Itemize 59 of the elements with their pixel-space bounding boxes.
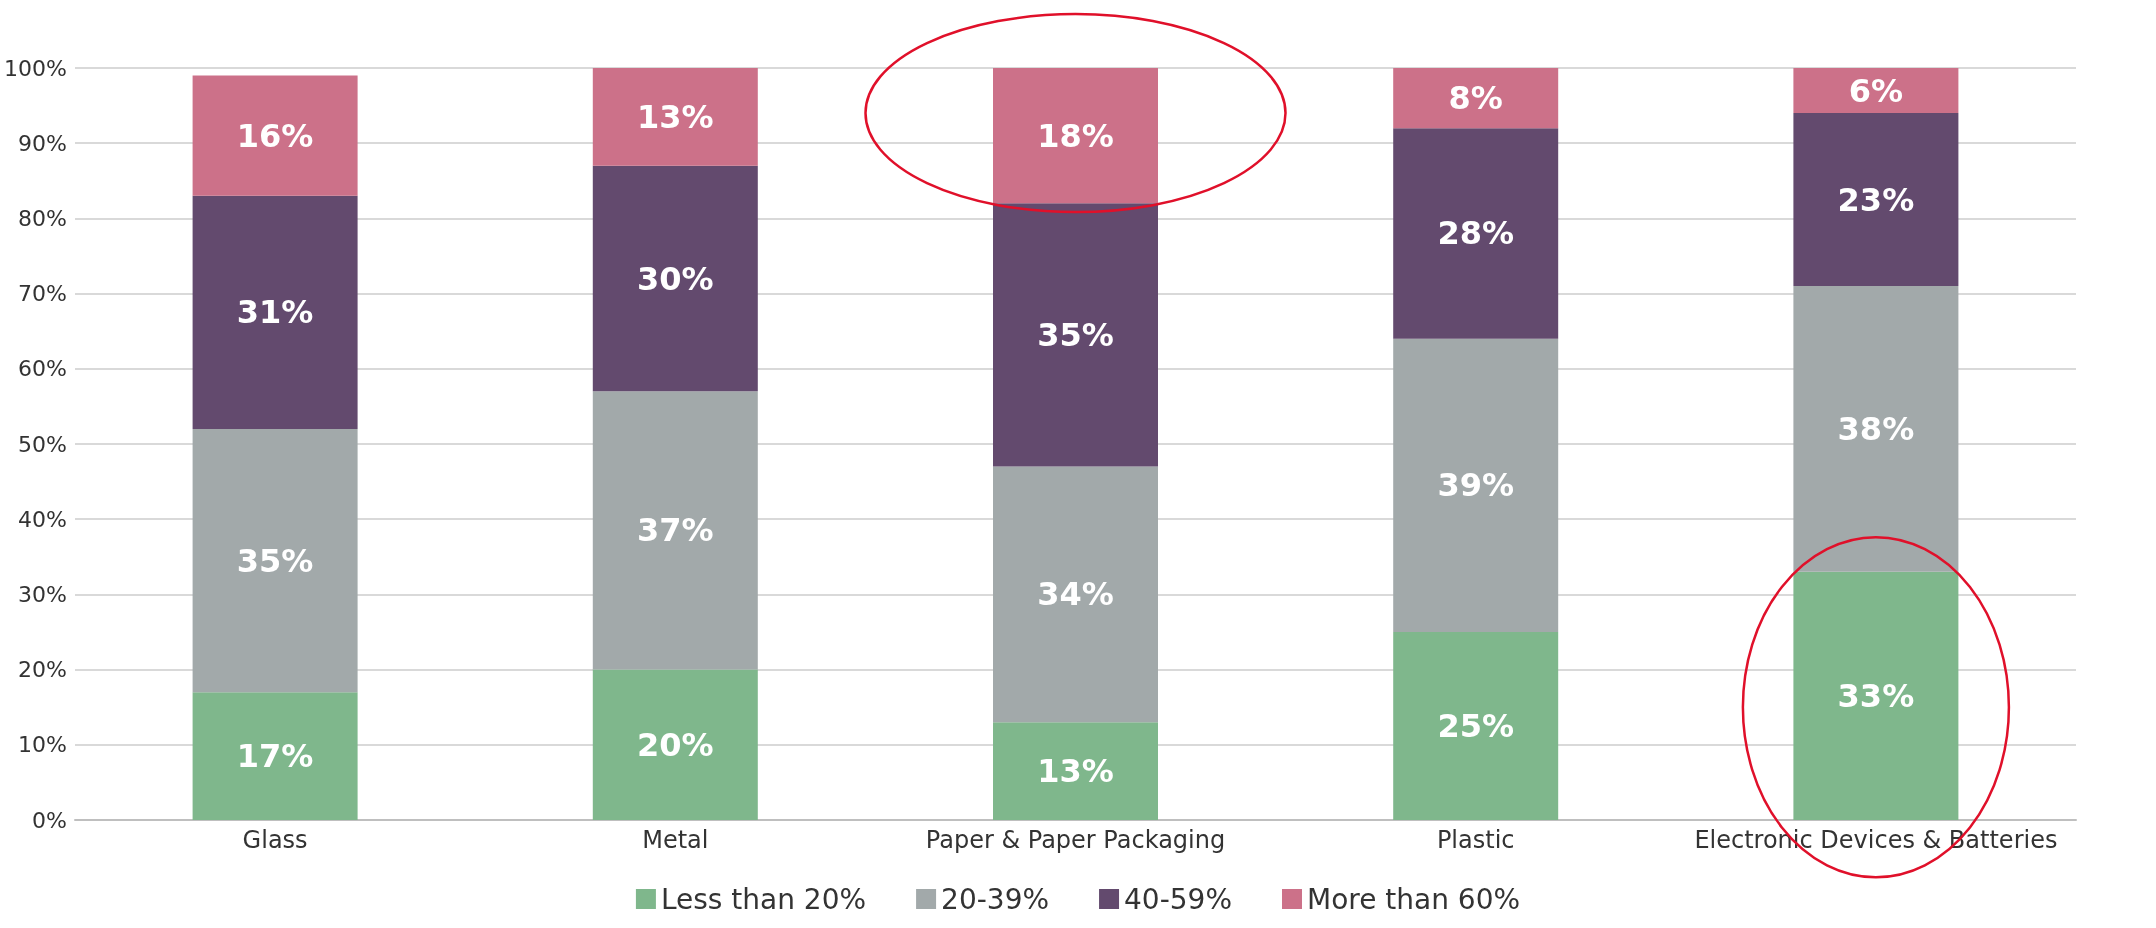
bar	[1393, 128, 1559, 339]
bar	[993, 203, 1158, 467]
x-tick-label: Glass	[242, 826, 308, 854]
y-tick-label: 90%	[18, 130, 67, 156]
bar	[592, 165, 758, 392]
data-label: 18%	[1037, 116, 1114, 155]
y-tick-label: 70%	[18, 281, 67, 307]
y-tick-label: 0%	[32, 807, 67, 833]
bar	[1793, 286, 1959, 572]
data-label: 17%	[236, 737, 314, 776]
bar	[1793, 113, 1959, 287]
bar	[993, 68, 1158, 204]
bar	[192, 428, 358, 693]
y-tick-label: 100%	[4, 55, 67, 81]
y-tick-label: 20%	[18, 657, 67, 683]
data-label: 16%	[236, 116, 314, 155]
data-label: 30%	[637, 259, 714, 298]
bar	[1393, 338, 1559, 632]
data-label: 31%	[236, 293, 314, 332]
data-label: 37%	[637, 511, 714, 550]
bar	[1393, 632, 1559, 820]
y-tick-label: 80%	[18, 205, 67, 231]
data-label: 13%	[637, 97, 714, 136]
x-tick-label: Metal	[642, 826, 709, 854]
bar	[192, 75, 358, 196]
y-tick-label: 30%	[18, 581, 67, 607]
data-label: 35%	[1037, 315, 1114, 354]
y-tick-label: 10%	[18, 732, 67, 758]
bar	[592, 391, 758, 670]
data-label: 13%	[1037, 752, 1114, 791]
bar	[592, 669, 758, 820]
legend-label: More than 60%	[1307, 882, 1521, 916]
bar	[993, 722, 1158, 820]
y-tick-label: 50%	[18, 431, 67, 457]
legend-label: 20-39%	[941, 882, 1050, 916]
y-tick-label: 40%	[18, 506, 67, 532]
y-tick-label: 60%	[18, 356, 67, 382]
bar	[993, 466, 1158, 723]
data-label: 8%	[1448, 79, 1503, 118]
data-label: 28%	[1437, 214, 1514, 253]
x-tick-label: Plastic	[1436, 826, 1515, 854]
data-label: 23%	[1837, 180, 1915, 219]
bar	[192, 692, 358, 820]
data-label: 39%	[1437, 466, 1514, 505]
data-label: 20%	[637, 725, 714, 764]
bar	[592, 68, 758, 166]
data-label: 35%	[236, 541, 314, 580]
data-label: 25%	[1437, 707, 1514, 745]
data-label: 33%	[1837, 676, 1915, 715]
legend-label: 40-59%	[1124, 882, 1233, 916]
bar	[1793, 68, 1959, 114]
data-label: 34%	[1037, 575, 1114, 614]
x-tick-label: Paper & Paper Packaging	[925, 826, 1226, 854]
bar	[192, 195, 358, 429]
bar	[1393, 68, 1559, 129]
data-label: 6%	[1848, 71, 1904, 110]
data-label: 38%	[1837, 409, 1915, 448]
bar	[1793, 571, 1959, 820]
legend-label: Less than 20%	[660, 882, 867, 916]
